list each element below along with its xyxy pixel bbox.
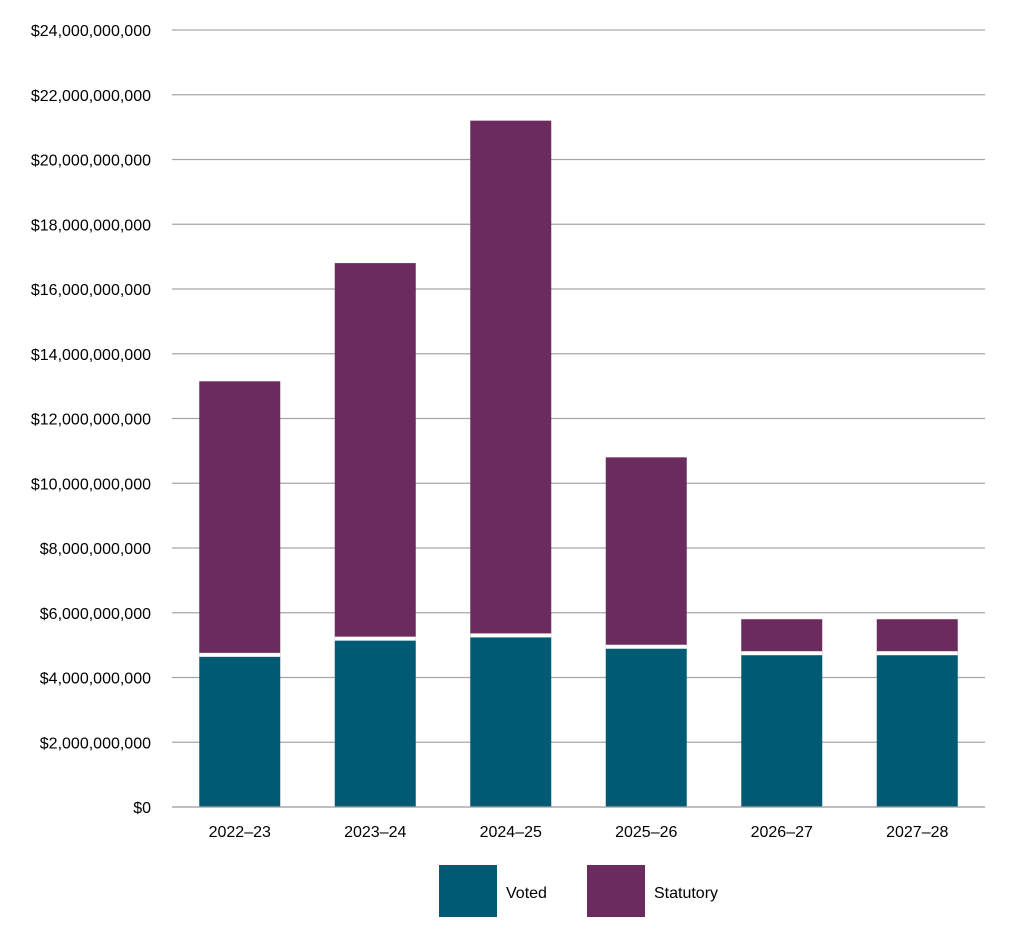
bar-statutory-2026-27 (741, 619, 823, 654)
y-tick-label: $10,000,000,000 (31, 476, 151, 493)
bar-voted-2024-25 (470, 635, 552, 807)
y-tick-label: $18,000,000,000 (31, 217, 151, 234)
bar-voted-2023-24 (334, 638, 416, 807)
y-tick-label: $6,000,000,000 (40, 606, 151, 623)
y-axis-tick-labels: $0 $2,000,000,000 $4,000,000,000 $6,000,000… (31, 23, 151, 817)
bar-voted-2027-28 (876, 653, 958, 807)
y-tick-label: $12,000,000,000 (31, 412, 151, 429)
legend-label-statutory: Statutory (654, 885, 718, 902)
bar-voted-2022-23 (199, 654, 281, 807)
x-axis-tick-labels: 2022–23 2023–24 2024–25 2025–26 2026–27 2027–… (209, 824, 949, 841)
segment-separator (741, 651, 823, 656)
bar-statutory-2022-23 (199, 381, 281, 655)
segment-separator (605, 644, 687, 649)
bar-statutory-2027-28 (876, 619, 958, 654)
y-tick-label: $22,000,000,000 (31, 88, 151, 105)
y-tick-label: $8,000,000,000 (40, 541, 151, 558)
legend: Voted Statutory (439, 865, 718, 917)
x-tick-label: 2024–25 (480, 824, 542, 841)
bar-voted-2025-26 (605, 646, 687, 807)
gridlines (172, 29, 985, 808)
legend-swatch-statutory (587, 865, 645, 917)
segment-separator (199, 652, 281, 657)
x-tick-label: 2022–23 (209, 824, 271, 841)
bar-statutory-2023-24 (334, 263, 416, 639)
x-tick-label: 2023–24 (344, 824, 406, 841)
bars (172, 120, 985, 808)
segment-separator (876, 651, 958, 656)
y-tick-label: $4,000,000,000 (40, 671, 151, 688)
legend-label-voted: Voted (506, 885, 547, 902)
y-tick-label: $20,000,000,000 (31, 153, 151, 170)
legend-swatch-voted (439, 865, 497, 917)
bar-statutory-2024-25 (470, 120, 552, 636)
bar-statutory-2025-26 (605, 457, 687, 647)
y-tick-label: $16,000,000,000 (31, 282, 151, 299)
y-tick-label: $2,000,000,000 (40, 735, 151, 752)
y-tick-label: $24,000,000,000 (31, 23, 151, 40)
segment-separator (334, 636, 416, 641)
x-tick-label: 2027–28 (886, 824, 948, 841)
y-tick-label: $0 (133, 800, 151, 817)
bar-voted-2026-27 (741, 653, 823, 807)
segment-separator (470, 633, 552, 638)
y-tick-label: $14,000,000,000 (31, 347, 151, 364)
x-tick-label: 2026–27 (751, 824, 813, 841)
x-tick-label: 2025–26 (615, 824, 677, 841)
